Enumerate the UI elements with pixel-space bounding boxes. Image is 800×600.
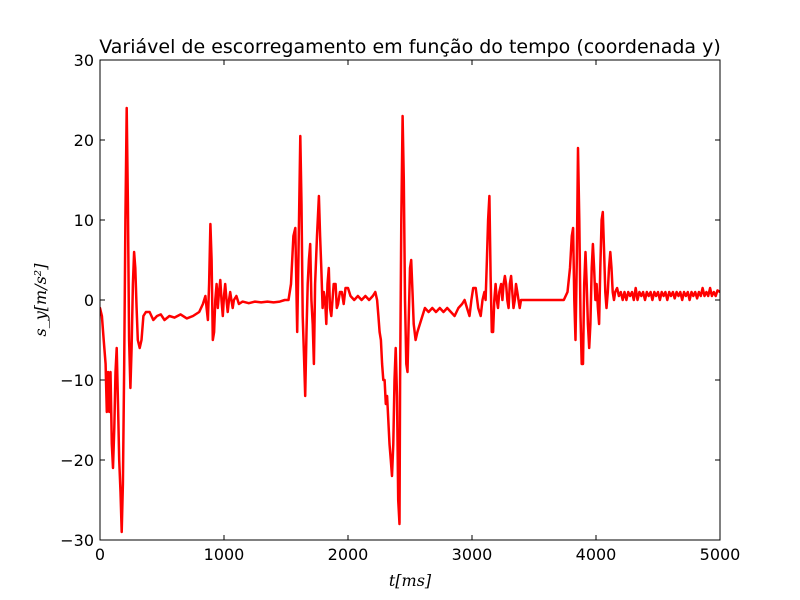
- x-tick-label: 3000: [452, 545, 493, 564]
- y-tick-label: −10: [60, 371, 94, 390]
- tick-labels: 0 1000 2000 3000 4000 5000 −30 −20 −10 0 10 20 30: [60, 51, 740, 564]
- x-tick-label: 2000: [328, 545, 369, 564]
- x-tick-label: 4000: [576, 545, 617, 564]
- plot-frame: [99, 59, 721, 541]
- y-axis-label: s_y[m/s²]: [31, 263, 50, 337]
- y-tick-label: −20: [60, 451, 94, 470]
- x-tick-label: 5000: [700, 545, 741, 564]
- y-tick-label: 0: [84, 291, 94, 310]
- x-tick-label: 0: [95, 545, 105, 564]
- y-tick-label: −30: [60, 531, 94, 550]
- y-tick-label: 30: [74, 51, 94, 70]
- series-line: [100, 106, 720, 534]
- x-axis-label: t[ms]: [389, 571, 432, 590]
- x-tick-label: 1000: [204, 545, 245, 564]
- chart-title: Variável de escorregamento em função do …: [99, 36, 721, 58]
- y-tick-label: 20: [74, 131, 94, 150]
- y-tick-label: 10: [74, 211, 94, 230]
